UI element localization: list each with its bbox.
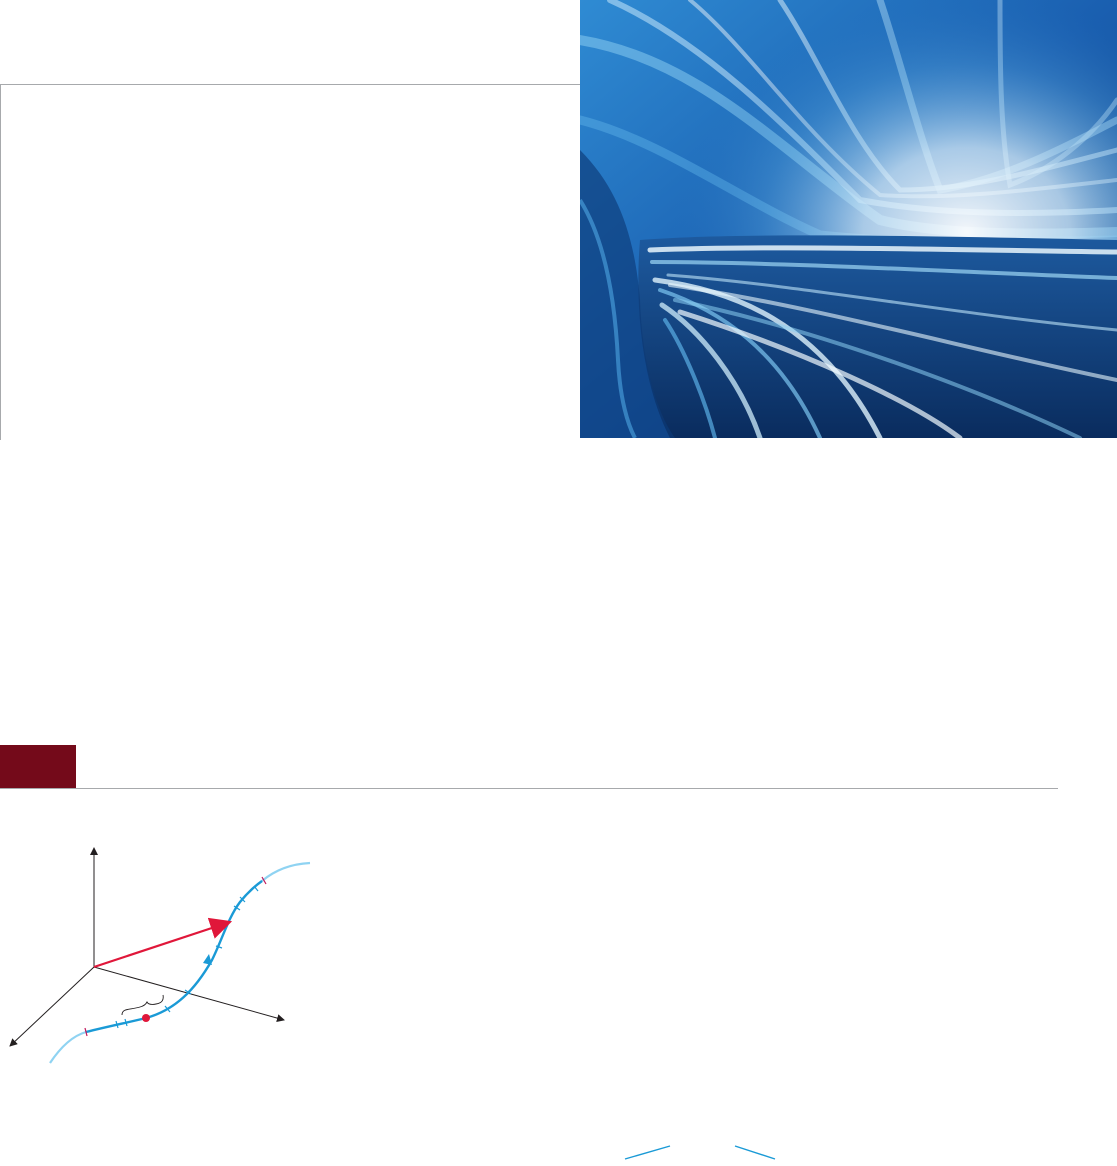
endpoint-ticks [84, 876, 267, 1037]
space-curve [85, 880, 263, 1034]
base-point [142, 1014, 150, 1022]
curve-head [261, 861, 311, 882]
section-heading-rule [0, 788, 1058, 789]
formula-strokes [624, 1145, 776, 1160]
curve-direction-arrow [203, 954, 212, 965]
x-axis [9, 966, 95, 1047]
curve-tail [49, 1030, 87, 1064]
space-curve-diagram [9, 847, 311, 1064]
chapter-opener-photo [580, 0, 1117, 438]
space-curve-figure [0, 840, 320, 1070]
position-vector [93, 917, 233, 969]
arc-length-ticks [115, 885, 259, 1029]
section-number-badge [0, 745, 76, 788]
tunnel-image [580, 0, 1117, 438]
formula-fragment [620, 1140, 780, 1161]
arc-length-brace [121, 994, 164, 1016]
chapter-opener-frame [0, 84, 580, 440]
